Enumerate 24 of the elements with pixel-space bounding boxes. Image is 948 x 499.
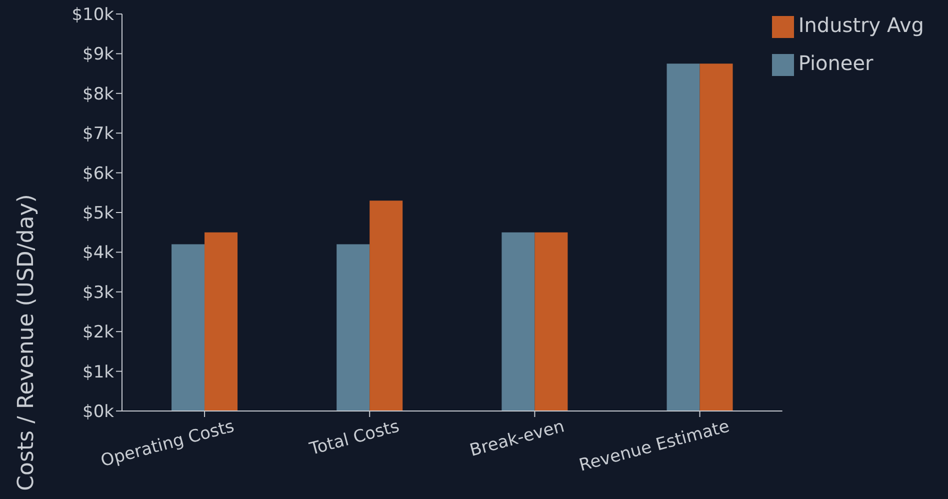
y-tick-label: $7k xyxy=(82,124,114,144)
y-axis-title: Costs / Revenue (USD/day) xyxy=(14,194,39,491)
bar xyxy=(534,232,568,411)
bar xyxy=(370,200,403,411)
bar xyxy=(336,244,370,411)
y-tick-label: $10k xyxy=(72,5,114,26)
legend-label: Industry Avg xyxy=(798,13,924,37)
legend-label: Pioneer xyxy=(798,51,874,75)
y-tick-label: $1k xyxy=(82,362,114,382)
y-tick-label: $4k xyxy=(82,243,114,264)
bar xyxy=(700,64,733,411)
bar xyxy=(502,232,535,411)
bar xyxy=(172,244,205,411)
y-tick-label: $6k xyxy=(82,164,114,184)
y-tick-label: $9k xyxy=(82,44,114,65)
bar xyxy=(666,64,700,411)
y-tick-label: $0k xyxy=(82,402,114,422)
y-tick-label: $2k xyxy=(82,322,114,343)
x-tick-label: Total Costs xyxy=(306,416,402,460)
y-tick-label: $5k xyxy=(82,204,114,224)
y-tick-label: $3k xyxy=(82,282,114,303)
x-tick-label: Revenue Estimate xyxy=(577,416,732,476)
y-tick-label: $8k xyxy=(82,84,114,104)
bar xyxy=(204,232,238,411)
